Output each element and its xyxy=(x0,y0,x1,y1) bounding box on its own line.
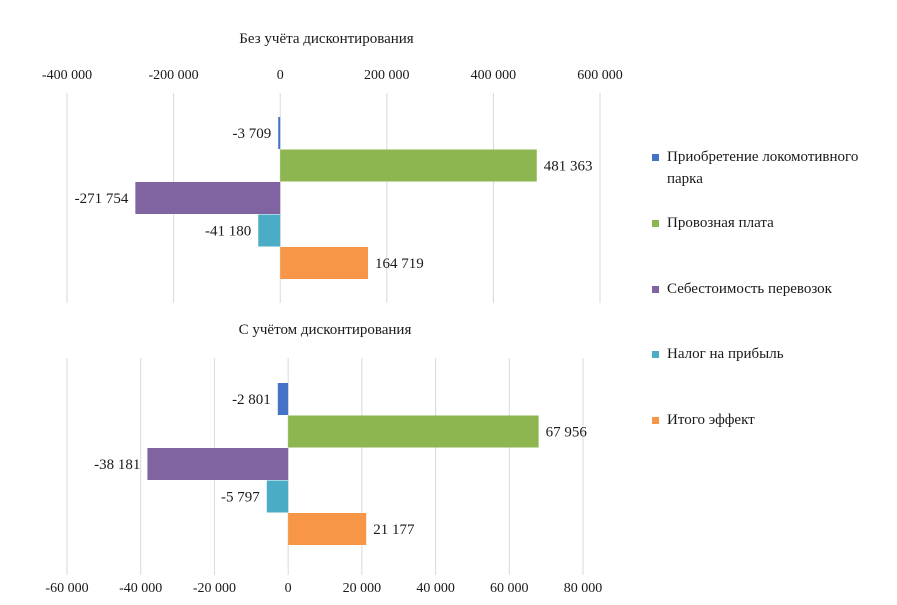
x-tick-label: 20 000 xyxy=(343,581,382,596)
data-label: 164 719 xyxy=(375,256,424,272)
data-label: -38 181 xyxy=(94,457,140,473)
bar-1 xyxy=(278,117,281,149)
x-tick-label: -200 000 xyxy=(149,68,199,83)
bar-5 xyxy=(288,513,367,545)
legend-swatch xyxy=(652,417,659,424)
data-label: 67 956 xyxy=(546,425,588,441)
legend-label: Приобретение локомотивного xyxy=(667,149,858,165)
x-tick-label: -60 000 xyxy=(45,581,88,596)
data-label: 21 177 xyxy=(373,522,415,538)
x-tick-label: 0 xyxy=(285,581,292,596)
bar-4 xyxy=(266,480,289,513)
data-label: -3 709 xyxy=(232,126,271,142)
legend-label: Итого эффект xyxy=(667,412,755,428)
bar-4 xyxy=(258,214,281,247)
bar-2 xyxy=(288,415,539,448)
data-label: -271 754 xyxy=(75,191,129,207)
legend-label: Себестоимость перевозок xyxy=(667,281,833,297)
bar-2 xyxy=(280,149,537,182)
x-tick-label: -20 000 xyxy=(193,581,236,596)
bar-5 xyxy=(280,247,368,279)
chart-title: Без учёта дисконтирования xyxy=(239,31,414,47)
x-tick-label: -40 000 xyxy=(119,581,162,596)
bar-1 xyxy=(277,383,289,415)
x-tick-label: 40 000 xyxy=(416,581,455,596)
x-tick-label: 600 000 xyxy=(577,68,623,83)
x-tick-label: 0 xyxy=(277,68,284,83)
data-label: -5 797 xyxy=(221,490,260,506)
legend-swatch xyxy=(652,220,659,227)
x-tick-label: -400 000 xyxy=(42,68,92,83)
legend-swatch xyxy=(652,154,659,161)
x-tick-label: 60 000 xyxy=(490,581,529,596)
bar-3 xyxy=(135,182,281,214)
legend-label-line2: парка xyxy=(667,171,703,187)
data-label: -41 180 xyxy=(205,224,251,240)
x-tick-label: 200 000 xyxy=(364,68,410,83)
x-tick-label: 400 000 xyxy=(471,68,517,83)
chart-title: С учётом дисконтирования xyxy=(239,322,412,338)
data-label: -2 801 xyxy=(232,392,271,408)
chart-without-discount: Без учёта дисконтирования -400 000 -200 00… xyxy=(42,31,623,303)
x-tick-label: 80 000 xyxy=(564,581,603,596)
data-label: 481 363 xyxy=(544,159,593,175)
bar-3 xyxy=(147,448,289,480)
chart-with-discount: С учётом дисконтирования -60 000 -40 000 -2… xyxy=(45,322,602,596)
legend-swatch xyxy=(652,351,659,358)
legend-swatch xyxy=(652,286,659,293)
legend-label: Налог на прибыль xyxy=(667,346,784,362)
legend-label: Провозная плата xyxy=(667,215,774,231)
legend: Приобретение локомотивного парка Провозная… xyxy=(652,149,858,428)
